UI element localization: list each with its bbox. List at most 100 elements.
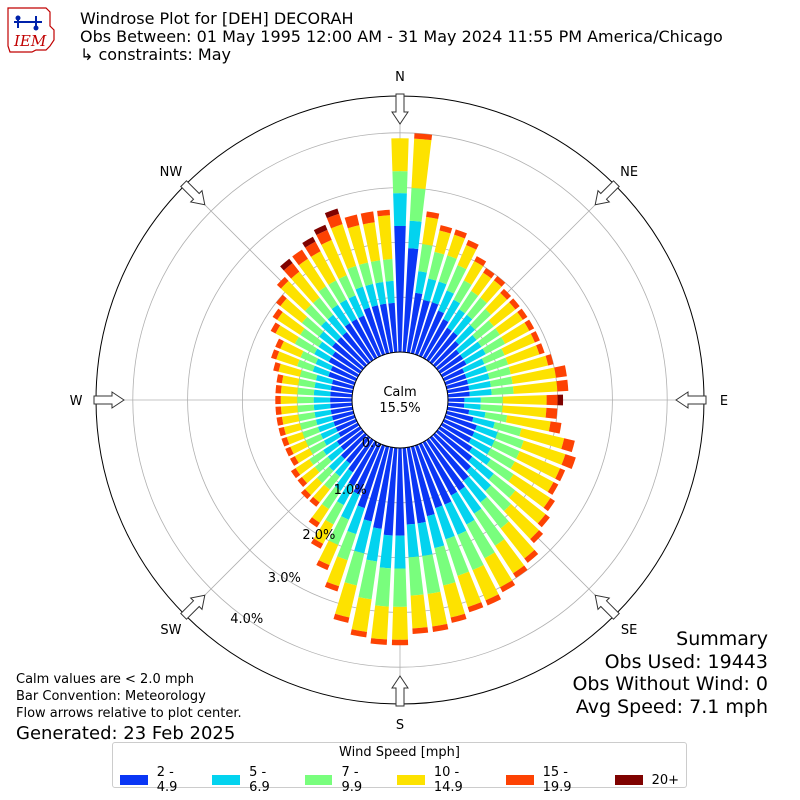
wind-bar-segment (394, 225, 406, 353)
wind-bar-segment (443, 582, 465, 618)
wind-bar-segment (406, 446, 426, 524)
direction-label: SW (160, 623, 181, 638)
wind-bar-segment (410, 445, 435, 517)
wind-bar-segment (556, 379, 569, 392)
wind-bar-segment (314, 382, 332, 391)
flow-arrow-icon (594, 180, 620, 206)
wind-bar-segment (344, 550, 365, 586)
wind-bar-segment (300, 488, 312, 500)
wind-bar-segment (445, 379, 469, 390)
calm-note: Calm values are < 2.0 mph (16, 672, 195, 687)
wind-bar-segment (330, 385, 354, 394)
speed-legend: Wind Speed [mph] 2 - 4.9 5 - 6.9 7 - 9.9… (112, 742, 687, 795)
wind-bar-segment (290, 440, 309, 454)
wind-bar-segment (280, 258, 293, 271)
wind-bar-segment (324, 581, 340, 592)
wind-bar-segment (342, 332, 371, 365)
legend-swatch (397, 775, 425, 785)
wind-bar-segment (470, 308, 492, 330)
wind-bar-segment (308, 517, 320, 528)
wind-bar-segment (429, 435, 469, 481)
wind-bar-segment (391, 138, 409, 172)
legend-swatch (120, 775, 148, 785)
wind-bar-segment (314, 409, 332, 418)
wind-bar-segment (313, 519, 334, 544)
wind-bar-segment (414, 133, 433, 141)
wind-bar-segment (500, 288, 512, 300)
wind-bar-segment (337, 530, 357, 561)
legend-label: 2 - 4.9 (156, 765, 178, 795)
wind-bar-segment (495, 311, 523, 335)
wind-bar-segment (295, 459, 314, 475)
wind-bar-segment (371, 605, 389, 640)
wind-bar-segment (466, 466, 492, 492)
wind-bar-segment (422, 216, 439, 246)
wind-bar-segment (276, 374, 284, 384)
wind-bar-segment (516, 451, 561, 479)
wind-bar-segment (445, 410, 474, 422)
wind-bar-segment (474, 256, 487, 267)
calm-value: 15.5% (379, 401, 420, 416)
wind-bar-segment (335, 418, 358, 432)
wind-bar-segment (409, 187, 426, 222)
wind-bar-segment (332, 342, 365, 371)
wind-bar-segment (297, 387, 315, 396)
wind-bar-segment (417, 522, 433, 557)
wind-bar-segment (459, 486, 482, 514)
wind-bar-segment (278, 363, 302, 377)
flow-arrow-icon (180, 594, 206, 620)
wind-bar-segment (402, 248, 419, 353)
wind-bar-segment (393, 193, 407, 227)
wind-bar-segment (309, 450, 327, 466)
flow-arrow-icon (391, 93, 409, 125)
wind-bar-segment (457, 244, 477, 270)
wind-bar-segment (493, 275, 506, 287)
wind-bar-segment (463, 403, 481, 410)
radial-tick-label: 2.0% (302, 528, 335, 543)
wind-bar-segment (318, 540, 339, 566)
wind-bar-segment (412, 627, 429, 634)
wind-bar-segment (304, 477, 323, 496)
wind-bar-segment (557, 394, 564, 406)
bar-convention-note: Bar Convention: Meteorology (16, 689, 206, 704)
wind-bar-segment (336, 426, 362, 446)
wind-bar-segment (326, 213, 343, 229)
wind-bar-segment (344, 214, 360, 229)
wind-bar-segment (444, 501, 467, 535)
wind-bar-segment (508, 355, 549, 375)
wind-bar-segment (520, 440, 566, 465)
wind-bar-segment (315, 374, 334, 385)
wind-bar-segment (443, 299, 461, 323)
wind-bar-segment (292, 249, 308, 266)
wind-bar-segment (347, 225, 369, 265)
legend-item: 7 - 9.9 (304, 765, 383, 795)
wind-bar-segment (309, 440, 327, 455)
wind-bar-segment (509, 490, 546, 524)
wind-bar-segment (313, 397, 331, 403)
wind-bar-segment (467, 602, 484, 613)
wind-bar-segment (472, 431, 495, 447)
legend-items: 2 - 4.9 5 - 6.9 7 - 9.9 10 - 14.9 15 - 1… (113, 765, 686, 795)
wind-bar-segment (505, 345, 540, 365)
wind-bar-segment (339, 299, 357, 323)
wind-bar-segment (472, 417, 495, 429)
wind-bar-segment (310, 251, 337, 285)
wind-bar-segment (328, 455, 345, 472)
wind-bar-segment (466, 239, 479, 250)
legend-label: 15 - 19.9 (542, 765, 572, 795)
wind-bar-segment (321, 486, 341, 510)
wind-bar-segment (313, 297, 334, 320)
wind-bar-segment (561, 438, 575, 453)
wind-bar-segment (360, 211, 375, 225)
wind-bar-segment (434, 230, 451, 255)
wind-bar-segment (493, 422, 522, 437)
wind-bar-segment (415, 271, 427, 295)
calm-label: Calm (383, 385, 416, 400)
direction-label: NE (620, 165, 638, 180)
wind-bar-segment (410, 299, 430, 355)
wind-bar-segment (546, 394, 558, 406)
wind-bar-segment (354, 519, 372, 554)
legend-item: 2 - 4.9 (120, 765, 198, 795)
wind-bars (270, 133, 576, 646)
wind-bar-segment (338, 275, 356, 299)
